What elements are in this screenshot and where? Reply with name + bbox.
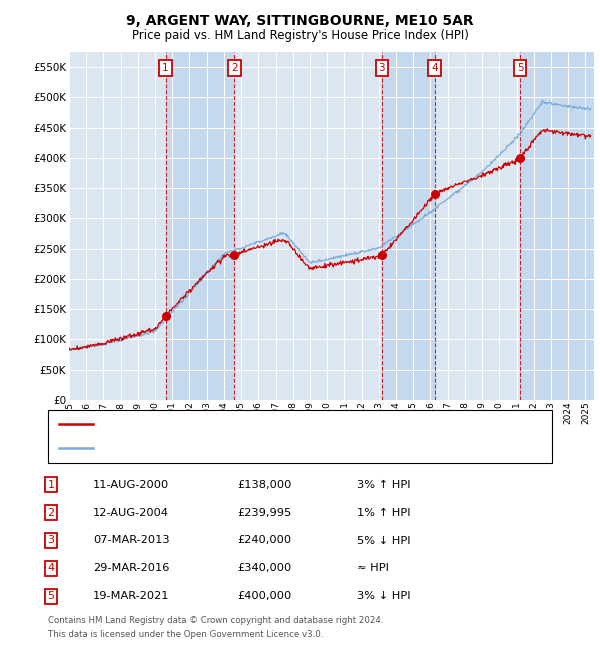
Text: £400,000: £400,000 — [237, 592, 291, 601]
Text: HPI: Average price, detached house, Swale: HPI: Average price, detached house, Swal… — [101, 443, 325, 453]
Text: £239,995: £239,995 — [237, 508, 291, 517]
Text: £240,000: £240,000 — [237, 536, 291, 545]
Text: 3% ↓ HPI: 3% ↓ HPI — [357, 592, 410, 601]
Text: 9, ARGENT WAY, SITTINGBOURNE, ME10 5AR (detached house): 9, ARGENT WAY, SITTINGBOURNE, ME10 5AR (… — [101, 419, 428, 430]
Text: 4: 4 — [431, 62, 438, 73]
Text: 3: 3 — [47, 536, 55, 545]
Bar — [520, 52, 594, 400]
Text: 2: 2 — [47, 508, 55, 517]
Text: 5% ↓ HPI: 5% ↓ HPI — [357, 536, 410, 545]
Text: 3: 3 — [379, 62, 385, 73]
Bar — [382, 52, 434, 400]
Text: 07-MAR-2013: 07-MAR-2013 — [93, 536, 170, 545]
Text: 3% ↑ HPI: 3% ↑ HPI — [357, 480, 410, 489]
Text: ≈ HPI: ≈ HPI — [357, 564, 389, 573]
Text: 4: 4 — [47, 564, 55, 573]
Text: Contains HM Land Registry data © Crown copyright and database right 2024.: Contains HM Land Registry data © Crown c… — [48, 616, 383, 625]
Text: 5: 5 — [517, 62, 523, 73]
Text: 5: 5 — [47, 592, 55, 601]
Text: 29-MAR-2016: 29-MAR-2016 — [93, 564, 169, 573]
Text: 1% ↑ HPI: 1% ↑ HPI — [357, 508, 410, 517]
Text: 19-MAR-2021: 19-MAR-2021 — [93, 592, 170, 601]
Text: £138,000: £138,000 — [237, 480, 292, 489]
Text: 9, ARGENT WAY, SITTINGBOURNE, ME10 5AR: 9, ARGENT WAY, SITTINGBOURNE, ME10 5AR — [126, 14, 474, 29]
Text: 1: 1 — [162, 62, 169, 73]
Bar — [166, 52, 235, 400]
Text: £340,000: £340,000 — [237, 564, 291, 573]
Text: 1: 1 — [47, 480, 55, 489]
Text: 11-AUG-2000: 11-AUG-2000 — [93, 480, 169, 489]
Text: 12-AUG-2004: 12-AUG-2004 — [93, 508, 169, 517]
Text: 2: 2 — [231, 62, 238, 73]
Text: This data is licensed under the Open Government Licence v3.0.: This data is licensed under the Open Gov… — [48, 630, 323, 639]
Text: Price paid vs. HM Land Registry's House Price Index (HPI): Price paid vs. HM Land Registry's House … — [131, 29, 469, 42]
